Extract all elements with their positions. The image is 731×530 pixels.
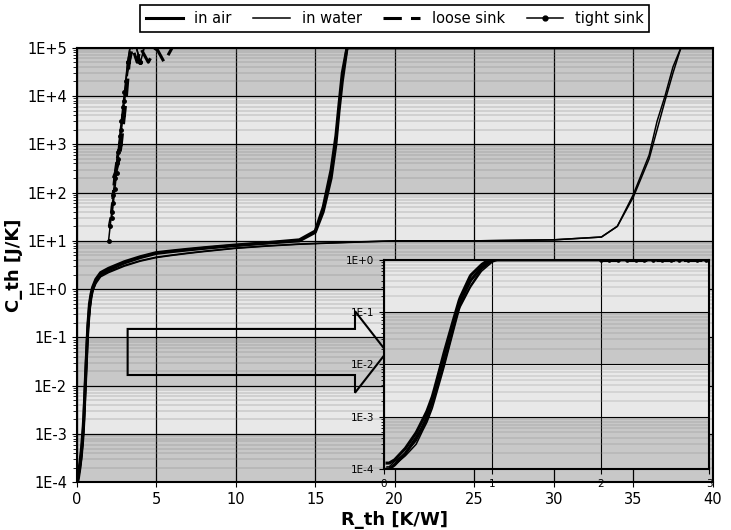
Bar xyxy=(77,386,713,434)
Bar xyxy=(77,48,713,96)
Bar xyxy=(384,260,709,312)
Bar xyxy=(77,241,713,289)
Bar xyxy=(77,289,713,338)
Bar xyxy=(384,365,709,417)
Bar xyxy=(77,144,713,192)
Bar xyxy=(77,96,713,144)
Bar xyxy=(384,417,709,469)
Y-axis label: C_th [J/K]: C_th [J/K] xyxy=(5,218,23,312)
Bar xyxy=(77,338,713,386)
Legend: in air, in water, loose sink, tight sink: in air, in water, loose sink, tight sink xyxy=(140,5,649,32)
Bar xyxy=(77,434,713,482)
Bar xyxy=(384,312,709,365)
X-axis label: R_th [K/W]: R_th [K/W] xyxy=(341,511,448,529)
Bar xyxy=(77,192,713,241)
